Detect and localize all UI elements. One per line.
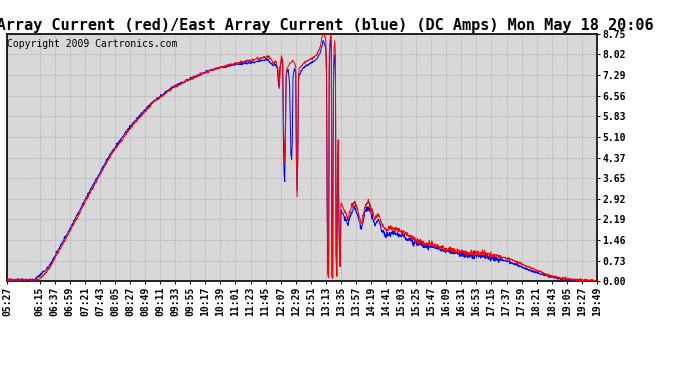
Text: Copyright 2009 Cartronics.com: Copyright 2009 Cartronics.com xyxy=(8,39,178,49)
Title: West Array Current (red)/East Array Current (blue) (DC Amps) Mon May 18 20:06: West Array Current (red)/East Array Curr… xyxy=(0,18,653,33)
